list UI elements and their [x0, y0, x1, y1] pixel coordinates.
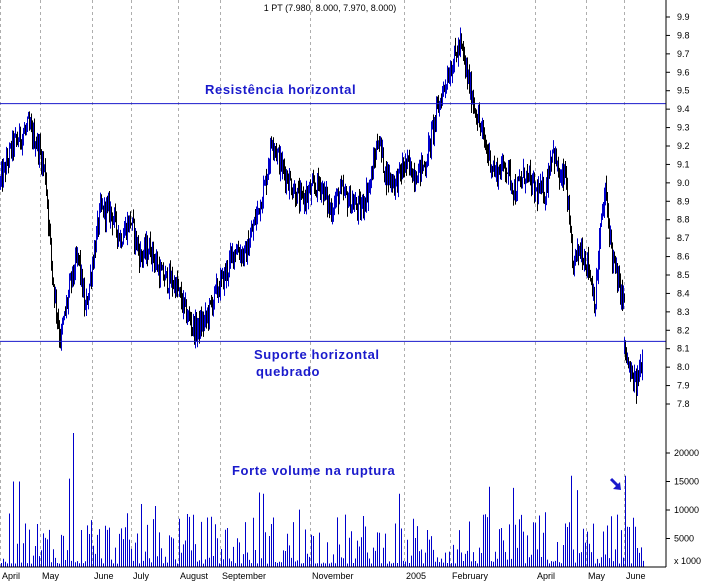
x-tick-label: May [42, 571, 60, 581]
right-axis: 7.8 7.9 8.0 8.1 8.2 8.3 8.4 8.5 8.6 8.7 8.8 8.9 9.0 9… [665, 0, 701, 567]
price-tick-label: 8.4 [677, 288, 690, 298]
volume-ticks: 5000 10000 15000 20000 [666, 448, 699, 544]
price-tick-label: 9.0 [677, 178, 690, 188]
x-tick-label: August [180, 571, 209, 581]
price-tick-label: 8.6 [677, 252, 690, 262]
price-tick-label: 8.7 [677, 233, 690, 243]
annotation-resistance: Resistência horizontal [205, 82, 356, 97]
volume-unit-label: x 1000 [674, 556, 701, 566]
price-tick-label: 8.3 [677, 307, 690, 317]
volume-series [1, 433, 644, 567]
price-series [0, 27, 643, 404]
price-tick-label: 9.9 [677, 12, 690, 22]
price-tick-label: 8.5 [677, 270, 690, 280]
price-tick-label: 9.3 [677, 123, 690, 133]
volume-tick-label: 5000 [674, 534, 694, 544]
price-tick-label: 9.2 [677, 141, 690, 151]
x-axis-labels: April May June July August September November 2… [2, 571, 646, 581]
volume-tick-label: 10000 [674, 505, 699, 515]
price-tick-label: 7.8 [677, 399, 690, 409]
price-tick-label: 9.7 [677, 49, 690, 59]
price-ticks: 7.8 7.9 8.0 8.1 8.2 8.3 8.4 8.5 8.6 8.7 8.8 8.9 9.0 9… [666, 12, 690, 409]
volume-tick-label: 15000 [674, 477, 699, 487]
price-tick-label: 8.1 [677, 344, 690, 354]
x-tick-label: 2005 [406, 571, 426, 581]
x-tick-label: April [537, 571, 555, 581]
x-tick-label: June [626, 571, 646, 581]
x-tick-label: April [2, 571, 20, 581]
annotation-volume: Forte volume na ruptura [232, 463, 395, 478]
annotation-broken: quebrado [256, 364, 320, 379]
price-tick-label: 9.6 [677, 67, 690, 77]
x-tick-label: July [133, 571, 150, 581]
price-tick-label: 8.0 [677, 362, 690, 372]
price-tick-label: 9.8 [677, 30, 690, 40]
x-tick-label: September [222, 571, 266, 581]
x-tick-label: November [312, 571, 354, 581]
price-tick-label: 8.9 [677, 196, 690, 206]
chart-title: 1 PT (7.980, 8.000, 7.970, 8.000) [264, 3, 396, 13]
price-tick-label: 8.8 [677, 215, 690, 225]
horizontal-lines [0, 103, 666, 342]
price-tick-label: 7.9 [677, 381, 690, 391]
x-tick-label: June [94, 571, 114, 581]
arrow-icon [609, 477, 621, 490]
volume-tick-label: 20000 [674, 448, 699, 458]
annotation-support: Suporte horizontal [254, 347, 380, 362]
price-tick-label: 9.5 [677, 86, 690, 96]
x-tick-label: May [588, 571, 606, 581]
x-tick-label: February [452, 571, 489, 581]
price-tick-label: 8.2 [677, 325, 690, 335]
price-tick-label: 9.4 [677, 104, 690, 114]
price-tick-label: 9.1 [677, 159, 690, 169]
